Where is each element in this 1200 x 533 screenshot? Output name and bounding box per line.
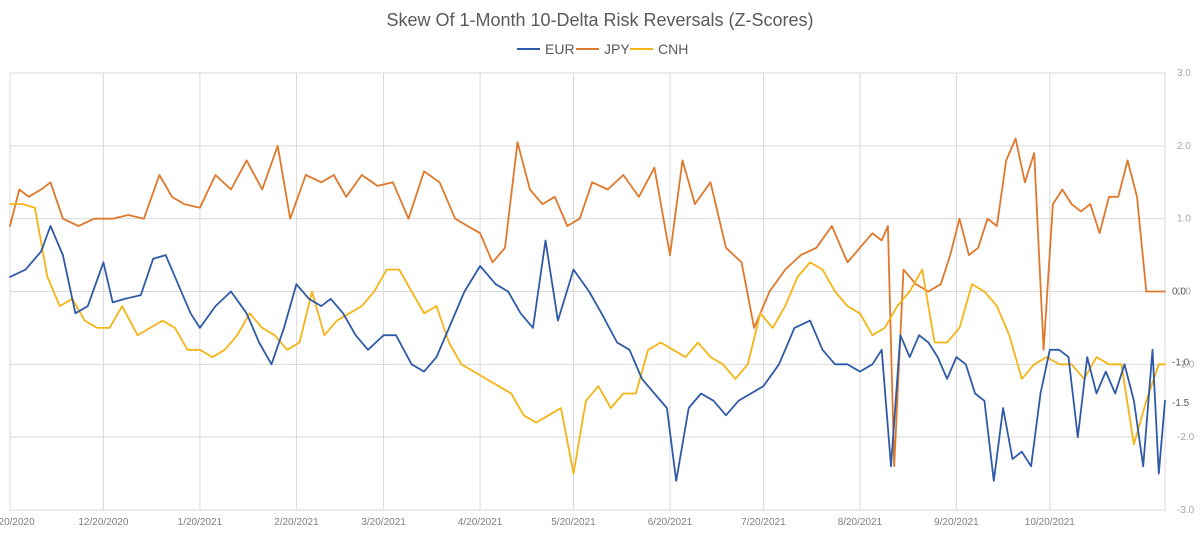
chart-title: Skew Of 1-Month 10-Delta Risk Reversals … <box>386 10 813 30</box>
legend-label-eur: EUR <box>545 41 575 57</box>
data-labels: 0.0 -1.0 -1.5 <box>1172 287 1190 409</box>
y-tick-label--2-0: -2.0 <box>1177 432 1195 443</box>
data-label-eur: -1.5 <box>1172 398 1190 409</box>
series-line-cnh <box>9 203 1166 475</box>
data-label-cnh: -1.0 <box>1172 357 1190 368</box>
x-tick-label-8-20-2021: 8/20/2021 <box>838 517 883 528</box>
x-tick-label-1-20-2021: 1/20/2021 <box>178 517 223 528</box>
y-tick-label-2-0: 2.0 <box>1177 141 1191 152</box>
y-tick-label--1-0: -1.0 <box>1177 359 1195 370</box>
x-tick-label-11-20-2020: 11/20/2020 <box>0 517 35 528</box>
y-tick-label-0-0: 0.0 <box>1177 287 1191 298</box>
legend-label-jpy: JPY <box>604 41 630 57</box>
data-label-jpy: 0.0 <box>1172 287 1186 298</box>
x-tick-label-5-20-2021: 5/20/2021 <box>551 517 596 528</box>
legend-label-cnh: CNH <box>658 41 688 57</box>
x-tick-label-2-20-2021: 2/20/2021 <box>274 517 319 528</box>
series-line-jpy <box>9 137 1166 468</box>
x-tick-label-9-20-2021: 9/20/2021 <box>934 517 979 528</box>
x-tick-label-7-20-2021: 7/20/2021 <box>741 517 786 528</box>
x-tick-label-12-20-2020: 12/20/2020 <box>78 517 128 528</box>
series-line-eur <box>9 225 1166 482</box>
x-tick-label-6-20-2021: 6/20/2021 <box>648 517 693 528</box>
axis-ticks: 3.0 2.0 1.0 0.0 -1.0 -2.0 -3.0 11/20/2020 12/20/… <box>0 68 1195 528</box>
series-lines <box>9 137 1166 482</box>
x-tick-label-10-20-2021: 10/20/2021 <box>1025 517 1075 528</box>
y-tick-label--3-0: -3.0 <box>1177 505 1195 516</box>
y-tick-label-3-0: 3.0 <box>1177 68 1191 79</box>
y-tick-label-1-0: 1.0 <box>1177 214 1191 225</box>
gridlines <box>10 73 1165 510</box>
legend: EUR JPY CNH <box>517 41 688 57</box>
x-tick-label-4-20-2021: 4/20/2021 <box>458 517 503 528</box>
x-tick-label-3-20-2021: 3/20/2021 <box>361 517 406 528</box>
